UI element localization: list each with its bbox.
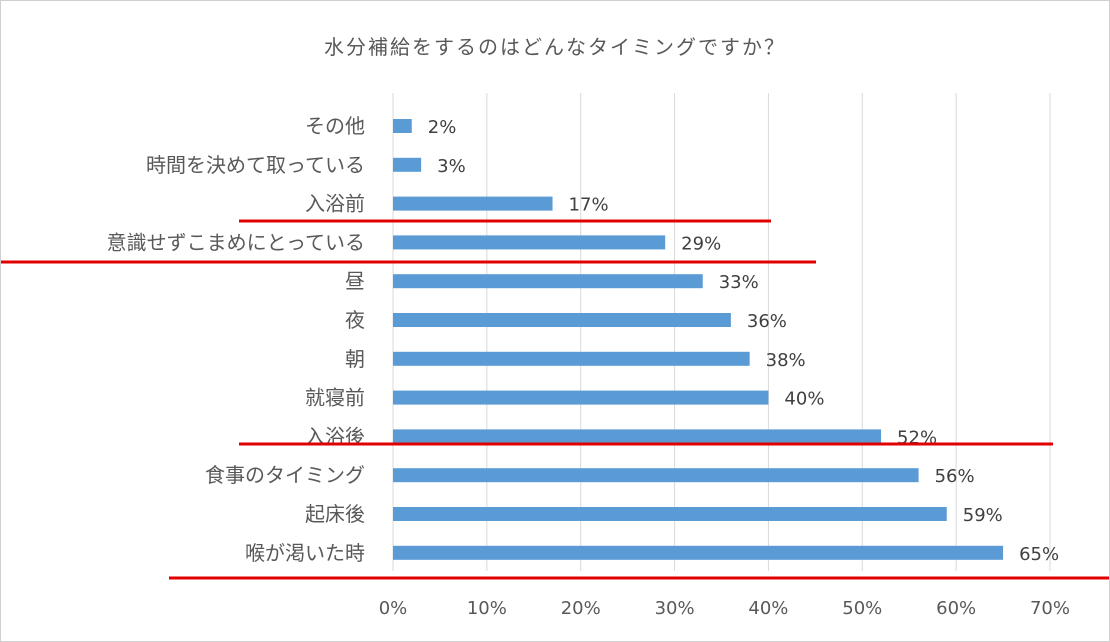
value-label-7: 40% [784,389,824,410]
value-label-2: 17% [569,195,609,216]
value-label-4: 33% [719,272,759,293]
x-tick-label-70: 70% [1030,598,1070,619]
bar-11 [393,545,1004,560]
bar-1 [393,157,422,172]
x-tick-label-60: 60% [936,598,976,619]
bar-2 [393,196,553,211]
bar-8 [393,429,882,444]
x-tick-label-10: 10% [467,598,507,619]
category-label-9: 食事のタイミング [205,463,365,487]
bar-0 [393,119,412,133]
value-label-6: 38% [766,350,806,371]
x-tick-label-0: 0% [379,598,408,619]
value-label-1: 3% [437,156,466,177]
category-label-1: 時間を決めて取っている [146,153,365,177]
bar-7 [393,390,769,405]
value-label-3: 29% [681,233,721,254]
x-tick-label-40: 40% [748,598,788,619]
bar-3 [393,235,666,250]
bar-5 [393,313,731,327]
category-label-11: 喉が渇いた時 [245,541,365,565]
x-tick-label-20: 20% [561,598,601,619]
value-label-0: 2% [428,117,457,138]
category-label-2: 入浴前 [305,192,365,216]
category-label-10: 起床後 [305,502,365,526]
category-label-3: 意識せずこまめにとっている [107,230,365,254]
category-label-4: 昼 [345,269,365,293]
value-label-9: 56% [935,466,975,487]
category-label-5: 夜 [345,308,365,332]
chart-title: 水分補給をするのはどんなタイミングですか？ [324,35,786,59]
bar-10 [393,507,947,521]
x-tick-label-50: 50% [842,598,882,619]
x-tick-label-30: 30% [655,598,695,619]
value-label-5: 36% [747,311,787,332]
bar-6 [393,351,750,366]
category-label-7: 就寝前 [305,386,365,410]
bar-4 [393,274,703,289]
category-label-6: 朝 [345,347,365,371]
category-label-0: その他 [305,114,365,138]
value-label-11: 65% [1019,544,1059,565]
bar-9 [393,468,919,483]
value-label-10: 59% [963,505,1003,526]
